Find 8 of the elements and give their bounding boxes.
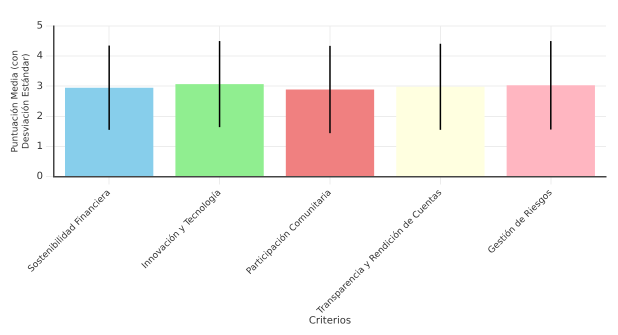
y-tick-label: 3 [36, 80, 43, 92]
y-tick-label: 4 [36, 50, 43, 62]
y-tick-label: 2 [36, 110, 43, 122]
y-tick-label: 0 [36, 171, 43, 182]
y-axis-title: Puntuación Media (con Desviación Estándar) [10, 50, 32, 153]
y-tick-label: 1 [36, 140, 43, 152]
y-tick-label: 5 [36, 20, 43, 32]
x-axis-title: Criterios [308, 316, 352, 327]
